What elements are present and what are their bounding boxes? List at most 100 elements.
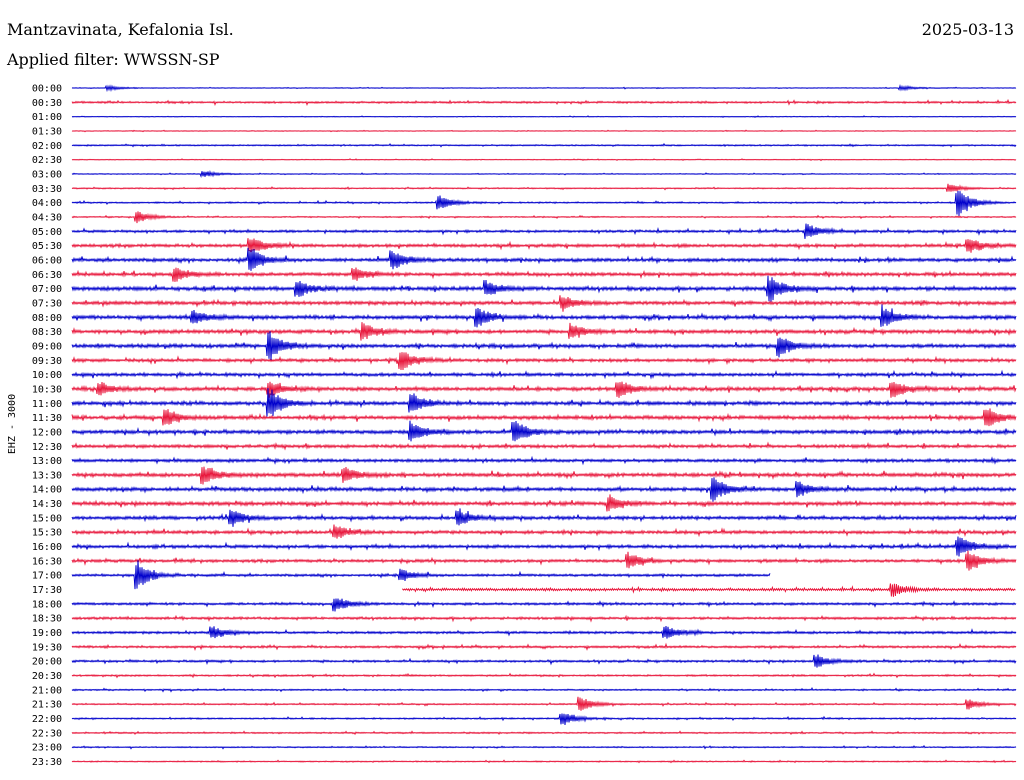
seismogram-trace: [71, 369, 1017, 380]
trace-group: [71, 83, 1017, 764]
seismogram-trace: [71, 352, 1017, 371]
seismogram-trace: [71, 560, 771, 590]
row-time-label: 18:00: [32, 599, 62, 610]
time-axis: 00:00 00:30 01:00 01:30 02:00 02:30 03:00 03:30…: [32, 84, 62, 769]
row-time-label: 18:30: [32, 614, 62, 625]
row-time-label: 14:00: [32, 485, 62, 496]
seismogram-trace: [71, 420, 1017, 442]
seismogram-trace: [71, 730, 1017, 736]
seismogram-trace: [71, 759, 1017, 764]
seismogram-trace: [71, 466, 1017, 485]
station-title: Mantzavinata, Kefalonia Isl.: [7, 20, 234, 39]
row-time-label: 19:00: [32, 628, 62, 639]
seismogram-trace: [71, 129, 1017, 133]
seismogram-trace: [71, 98, 1017, 106]
seismogram-trace: [71, 142, 1017, 148]
row-time-label: 11:00: [32, 399, 62, 410]
seismogram-trace: [71, 388, 1017, 417]
row-time-label: 00:30: [32, 98, 62, 109]
row-time-label: 05:30: [32, 241, 62, 252]
seismogram-trace: [71, 441, 1017, 451]
row-time-label: 09:30: [32, 356, 62, 367]
row-time-label: 02:30: [32, 155, 62, 166]
seismogram-trace: [71, 158, 1017, 162]
seismogram-trace: [71, 455, 1017, 466]
filter-label: Applied filter: WWSSN-SP: [7, 50, 220, 69]
seismogram-trace: [71, 508, 1017, 527]
seismogram-trace: [71, 267, 1017, 282]
row-time-label: 06:30: [32, 270, 62, 281]
seismogram-trace: [71, 381, 1017, 398]
row-time-label: 01:30: [32, 126, 62, 137]
seismogram-trace: [71, 408, 1017, 427]
seismogram-trace: [71, 614, 1017, 623]
row-time-label: 05:00: [32, 227, 62, 238]
row-time-label: 21:00: [32, 685, 62, 696]
row-time-label: 12:00: [32, 427, 62, 438]
seismogram-trace: [71, 687, 1017, 693]
seismogram-trace: [71, 744, 1017, 750]
seismogram-trace: [71, 331, 1017, 361]
row-time-label: 11:30: [32, 413, 62, 424]
row-time-label: 13:00: [32, 456, 62, 467]
seismogram-trace: [71, 304, 1017, 328]
row-time-label: 22:30: [32, 728, 62, 739]
row-time-label: 14:30: [32, 499, 62, 510]
row-time-label: 08:00: [32, 313, 62, 324]
row-time-label: 19:30: [32, 642, 62, 653]
seismogram-trace: [71, 626, 1017, 639]
seismogram-trace: [71, 211, 1017, 224]
row-time-label: 09:00: [32, 341, 62, 352]
row-time-label: 15:30: [32, 528, 62, 539]
row-time-label: 06:00: [32, 255, 62, 266]
seismogram-trace: [71, 247, 1017, 271]
seismogram-trace: [71, 598, 1017, 612]
row-time-label: 07:30: [32, 298, 62, 309]
seismogram-trace: [71, 169, 1017, 179]
seismogram-trace: [71, 550, 1017, 571]
seismogram-trace: [71, 223, 1017, 239]
seismogram-trace: [71, 477, 1017, 502]
seismogram-trace: [71, 654, 1017, 668]
row-time-label: 03:30: [32, 184, 62, 195]
row-time-label: 20:00: [32, 657, 62, 668]
seismogram-trace: [402, 583, 1016, 597]
row-time-label: 04:00: [32, 198, 62, 209]
row-time-label: 08:30: [32, 327, 62, 338]
row-time-label: 21:30: [32, 700, 62, 711]
seismogram-trace: [71, 322, 1017, 341]
seismogram-trace: [71, 115, 1017, 118]
seismogram-trace: [71, 190, 1017, 216]
seismogram-trace: [71, 494, 1017, 512]
channel-label: EHZ - 3000: [7, 394, 18, 454]
seismogram-trace: [71, 83, 1017, 93]
row-time-label: 03:00: [32, 169, 62, 180]
row-time-label: 10:30: [32, 384, 62, 395]
row-time-label: 23:00: [32, 743, 62, 754]
seismogram-trace: [71, 238, 1017, 253]
seismogram-trace: [71, 672, 1017, 679]
row-time-label: 15:00: [32, 513, 62, 524]
seismogram-trace: [71, 275, 1017, 302]
row-time-label: 12:30: [32, 442, 62, 453]
row-time-label: 01:00: [32, 112, 62, 123]
record-date: 2025-03-13: [921, 20, 1014, 39]
seismogram-trace: [71, 713, 1017, 726]
row-time-label: 02:00: [32, 141, 62, 152]
row-time-label: 20:30: [32, 671, 62, 682]
seismogram-trace: [71, 642, 1017, 651]
seismogram-trace: [71, 524, 1017, 539]
row-time-label: 13:30: [32, 470, 62, 481]
row-time-label: 22:00: [32, 714, 62, 725]
row-time-label: 16:00: [32, 542, 62, 553]
row-time-label: 23:30: [32, 757, 62, 768]
seismogram-trace: [71, 183, 1017, 192]
row-time-label: 10:00: [32, 370, 62, 381]
row-time-label: 00:00: [32, 84, 62, 95]
seismogram-trace: [71, 696, 1017, 711]
row-time-label: 17:30: [32, 585, 62, 596]
seismogram-trace: [71, 536, 1017, 557]
row-time-label: 17:00: [32, 571, 62, 582]
row-time-label: 07:00: [32, 284, 62, 295]
